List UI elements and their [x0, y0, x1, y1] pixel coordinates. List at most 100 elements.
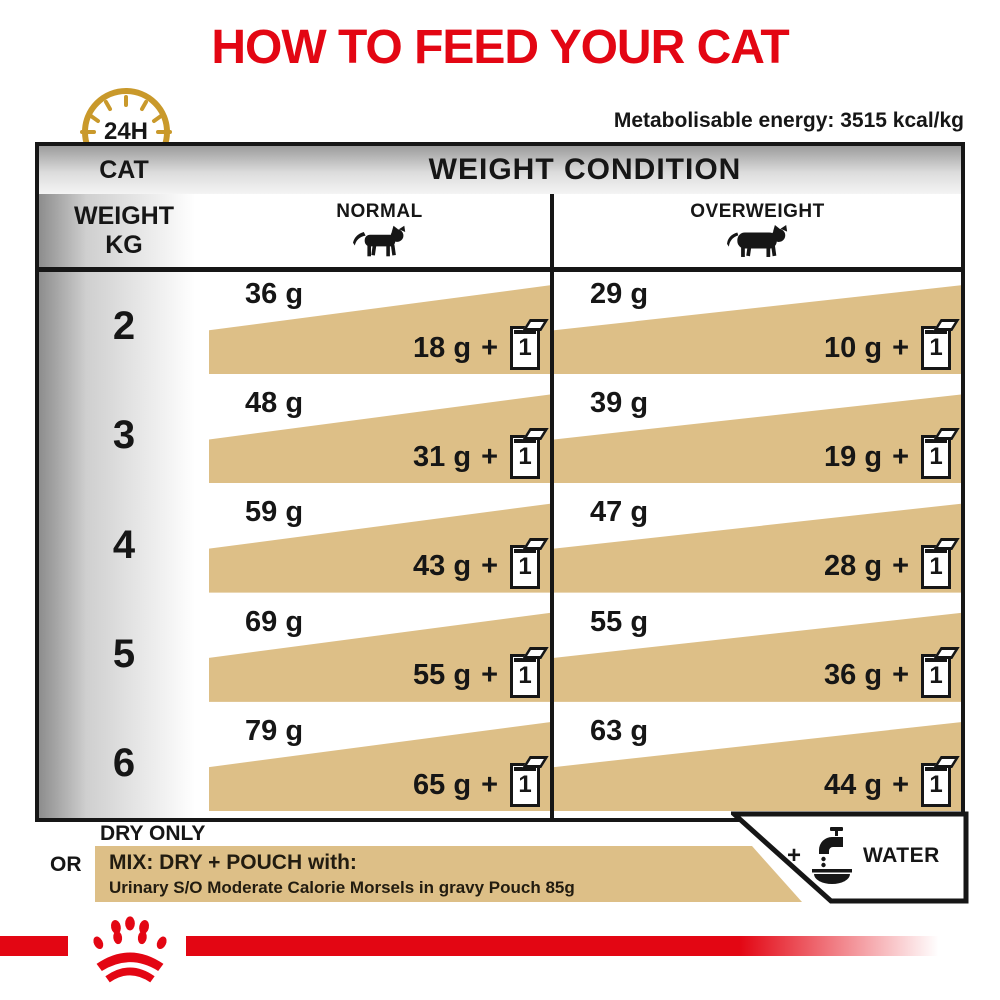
mix-grams: 44 g [824, 768, 883, 801]
mix-amount: 31 g + 1 [413, 428, 549, 480]
dry-amount: 39 g [590, 387, 649, 420]
dry-amount: 48 g [245, 387, 304, 420]
normal-cell: 79 g 65 g + 1 [209, 708, 554, 819]
water-callout: + WATER [731, 811, 969, 904]
table-row: 6 79 g 65 g + 1 63 g 44 g + 1 [39, 708, 961, 819]
footer-red-band [0, 936, 948, 956]
table-row: 2 36 g 18 g + 1 29 g 10 g + 1 [39, 272, 961, 382]
cat-overweight-icon [726, 225, 787, 257]
or-label: OR [50, 853, 82, 876]
plus-sign: + [481, 440, 498, 473]
table-row: 5 69 g 55 g + 1 55 g 36 g + 1 [39, 599, 961, 709]
weight-condition-header: WEIGHT CONDITION [428, 153, 742, 186]
mix-legend-subtitle: Urinary S/O Moderate Calorie Morsels in … [109, 878, 575, 897]
overweight-label: OVERWEIGHT [690, 201, 825, 222]
overweight-cell: 29 g 10 g + 1 [554, 272, 961, 381]
mix-legend-title: MIX: DRY + POUCH with: [109, 851, 357, 874]
dry-amount: 55 g [590, 605, 649, 638]
dry-only-label: DRY ONLY [100, 822, 206, 845]
mix-grams: 43 g [413, 550, 472, 583]
normal-cell: 69 g 55 g + 1 [209, 599, 554, 709]
mix-grams: 65 g [413, 768, 472, 801]
dry-amount: 79 g [245, 714, 304, 747]
metabolisable-energy-label: Metabolisable energy: 3515 kcal/kg [613, 109, 964, 132]
dry-amount: 69 g [245, 605, 304, 638]
plus-sign: + [787, 842, 802, 869]
mix-amount: 28 g + 1 [824, 537, 960, 589]
overweight-cell: 55 g 36 g + 1 [554, 600, 961, 709]
normal-cell: 59 g 43 g + 1 [209, 490, 554, 600]
cat-weight-header-line1: CAT [99, 155, 149, 184]
mix-amount: 65 g + 1 [413, 756, 549, 808]
cat-weight-header-line3: KG [105, 230, 143, 259]
mix-amount: 36 g + 1 [824, 646, 960, 698]
table-header-band: CAT WEIGHT CONDITION [39, 146, 961, 194]
mix-grams: 36 g [824, 659, 883, 692]
water-label: WATER [863, 844, 940, 867]
mix-grams: 10 g [824, 331, 883, 364]
cat-weight-value: 2 [39, 272, 209, 382]
pouch-icon: 1 [510, 646, 549, 698]
plus-sign: + [892, 659, 909, 692]
mix-amount: 19 g + 1 [824, 428, 960, 480]
overweight-cell: 47 g 28 g + 1 [554, 490, 961, 599]
plus-sign: + [481, 659, 498, 692]
pouch-count: 1 [518, 334, 532, 362]
pouch-count: 1 [929, 443, 943, 471]
pouch-icon: 1 [921, 756, 960, 808]
cat-weight-header: WEIGHT KG [39, 194, 209, 267]
plus-sign: + [892, 550, 909, 583]
mix-grams: 55 g [413, 659, 472, 692]
mix-legend-band: MIX: DRY + POUCH with: Urinary S/O Moder… [95, 846, 802, 902]
mix-amount: 44 g + 1 [824, 756, 960, 808]
plus-sign: + [892, 331, 909, 364]
pouch-icon: 1 [921, 319, 960, 371]
cat-weight-value: 5 [39, 599, 209, 709]
overweight-cell: 63 g 44 g + 1 [554, 709, 961, 818]
pouch-icon: 1 [921, 537, 960, 589]
pouch-count: 1 [518, 443, 532, 471]
water-callout-frame [731, 811, 969, 904]
normal-cell: 36 g 18 g + 1 [209, 272, 554, 382]
cat-weight-value: 3 [39, 381, 209, 491]
water-tap-icon [812, 827, 853, 884]
cat-weight-value: 6 [39, 708, 209, 819]
mix-amount: 55 g + 1 [413, 646, 549, 698]
crown-paw-logo [93, 916, 167, 983]
mix-amount: 43 g + 1 [413, 537, 549, 589]
page-title: HOW TO FEED YOUR CAT [211, 21, 789, 74]
dry-amount: 63 g [590, 714, 649, 747]
cat-normal-icon [352, 225, 405, 257]
overweight-cell: 39 g 19 g + 1 [554, 381, 961, 490]
24h-clock-label: 24H [103, 118, 149, 145]
pouch-count: 1 [518, 552, 532, 580]
pouch-count: 1 [518, 661, 532, 689]
table-row: 3 48 g 31 g + 1 39 g 19 g + 1 [39, 381, 961, 491]
pouch-icon: 1 [921, 428, 960, 480]
pouch-count: 1 [518, 771, 532, 799]
pouch-count: 1 [929, 334, 943, 362]
plus-sign: + [892, 768, 909, 801]
cat-weight-value: 4 [39, 490, 209, 600]
header-divider-line [39, 267, 961, 272]
column-header-normal: NORMAL [209, 194, 554, 267]
pouch-icon: 1 [921, 646, 960, 698]
table-subheader: WEIGHT KG NORMAL OVERWEIGHT [39, 194, 961, 267]
cat-weight-header-line2: WEIGHT [74, 201, 174, 230]
pouch-icon: 1 [510, 319, 549, 371]
mix-amount: 18 g + 1 [413, 319, 549, 371]
feeding-table: CAT WEIGHT CONDITION WEIGHT KG NORMAL [35, 142, 965, 822]
pouch-icon: 1 [510, 428, 549, 480]
pouch-icon: 1 [510, 537, 549, 589]
mix-amount: 10 g + 1 [824, 319, 960, 371]
pouch-count: 1 [929, 552, 943, 580]
normal-label: NORMAL [336, 201, 423, 222]
plus-sign: + [481, 550, 498, 583]
mix-grams: 31 g [413, 440, 472, 473]
dry-amount: 59 g [245, 496, 304, 529]
normal-cell: 48 g 31 g + 1 [209, 381, 554, 491]
pouch-icon: 1 [510, 756, 549, 808]
dry-amount: 36 g [245, 278, 304, 310]
table-row: 4 59 g 43 g + 1 47 g 28 g + 1 [39, 490, 961, 600]
plus-sign: + [481, 331, 498, 364]
